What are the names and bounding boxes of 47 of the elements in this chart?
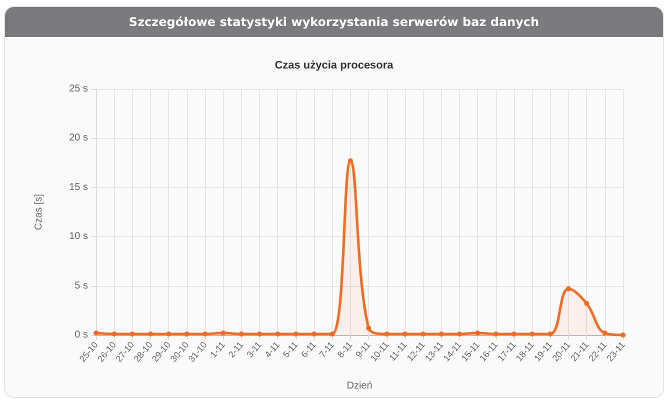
- point: [530, 332, 535, 337]
- point: [420, 332, 426, 337]
- point: [566, 286, 571, 292]
- y-tick-label: 25 s: [69, 84, 88, 94]
- chart-subtitle: Czas użycia procesora: [274, 60, 394, 72]
- x-tick-label: 6-11: [299, 340, 318, 360]
- point: [257, 332, 262, 337]
- x-tick-label: 9-11: [354, 340, 372, 360]
- x-axis-title: Dzień: [346, 380, 372, 392]
- point: [384, 332, 390, 337]
- x-tick-label: 7-11: [317, 340, 336, 360]
- point: [584, 301, 590, 306]
- point: [348, 158, 353, 164]
- point: [511, 332, 516, 337]
- point: [112, 332, 117, 337]
- y-tick-label: 5 s: [74, 280, 88, 292]
- point: [312, 332, 317, 337]
- chart-title: Szczegółowe statystyki wykorzystania serwerów baz danych: [5, 7, 663, 37]
- y-tick-label: 15 s: [69, 182, 88, 193]
- point: [620, 332, 626, 338]
- point: [402, 332, 408, 337]
- point: [220, 330, 226, 336]
- y-tick-label: 0 s: [74, 330, 88, 340]
- y-tick-label: 20 s: [69, 132, 88, 144]
- x-tick-label: 4-11: [262, 340, 282, 360]
- point: [148, 332, 154, 337]
- point: [238, 332, 244, 337]
- point: [275, 332, 280, 337]
- point: [438, 332, 444, 337]
- point: [456, 332, 462, 337]
- y-tick-label: 10 s: [69, 231, 88, 242]
- point: [330, 332, 335, 337]
- point: [548, 332, 553, 337]
- point: [602, 330, 608, 336]
- point: [366, 326, 372, 331]
- point: [475, 330, 480, 336]
- x-tick-label: 5-11: [280, 340, 300, 360]
- point: [184, 332, 190, 337]
- x-tick-label: 3-11: [244, 340, 264, 360]
- point: [166, 332, 172, 337]
- point: [202, 332, 208, 337]
- y-axis-title: Czas [s]: [34, 194, 44, 230]
- point: [94, 330, 98, 336]
- point: [493, 332, 498, 337]
- point: [130, 332, 135, 337]
- point: [293, 332, 298, 337]
- x-tick-label: 8-11: [335, 340, 354, 360]
